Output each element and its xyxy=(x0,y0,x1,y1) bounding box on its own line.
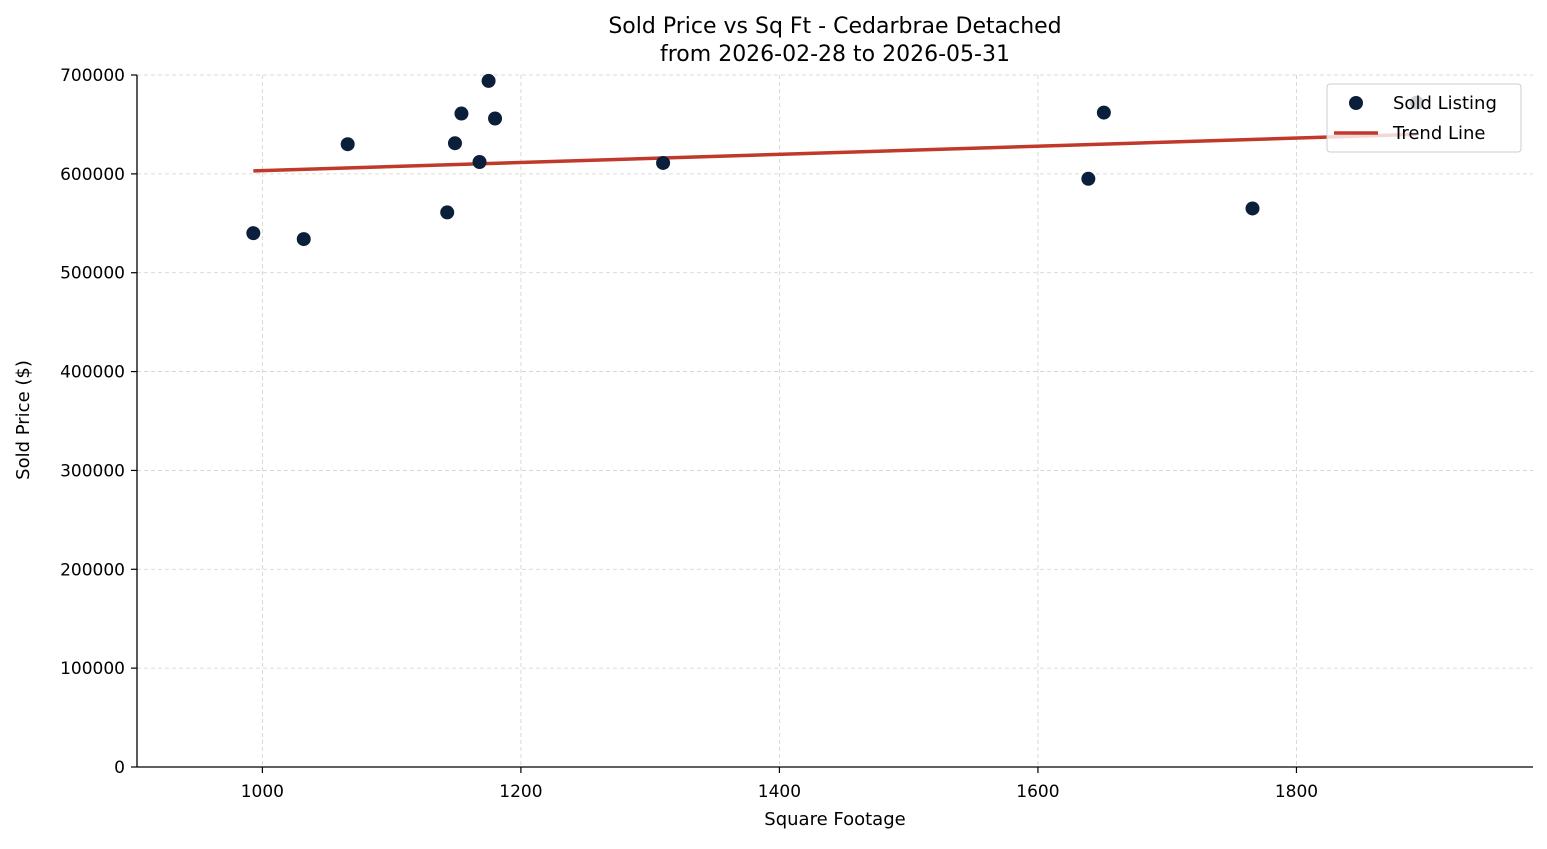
legend: Sold Listing Trend Line xyxy=(1326,83,1522,153)
scatter-point xyxy=(1096,105,1111,120)
tick-labels: 1000 1200 1400 1600 1800 0 100000 200000 300000 4… xyxy=(60,66,1318,802)
chart-title: Sold Price vs Sq Ft - Cedarbrae Detached xyxy=(608,14,1061,39)
grid xyxy=(137,74,1533,768)
legend-label: Sold Listing xyxy=(1393,93,1497,114)
legend-marker-scatter xyxy=(1349,96,1363,110)
scatter-point xyxy=(481,73,496,88)
y-tick-label: 700000 xyxy=(60,66,125,86)
scatter-point xyxy=(656,155,671,170)
y-tick-label: 500000 xyxy=(60,264,125,284)
scatter-point xyxy=(440,205,455,220)
chart-subtitle: from 2026-02-28 to 2026-05-31 xyxy=(660,42,1010,67)
scatter-point xyxy=(1245,201,1260,216)
legend-box xyxy=(1326,83,1522,153)
y-tick-label: 600000 xyxy=(60,165,125,185)
y-tick-label: 100000 xyxy=(60,659,125,679)
x-axis-label: Square Footage xyxy=(764,809,905,830)
y-tick-label: 200000 xyxy=(60,560,125,580)
x-tick-label: 1400 xyxy=(758,782,801,802)
scatter-point xyxy=(454,106,469,121)
y-tick-label: 400000 xyxy=(60,363,125,383)
scatter-point xyxy=(296,232,311,247)
scatter-point xyxy=(472,154,487,169)
x-tick-label: 1600 xyxy=(1016,782,1059,802)
x-tick-label: 1800 xyxy=(1275,782,1318,802)
axes xyxy=(131,74,1533,773)
x-tick-label: 1000 xyxy=(241,782,284,802)
scatter-point xyxy=(340,137,355,152)
trend-line xyxy=(253,132,1417,173)
scatter-point xyxy=(447,136,462,151)
y-tick-label: 300000 xyxy=(60,461,125,481)
scatter-point xyxy=(246,226,261,241)
scatter-point xyxy=(488,111,503,126)
data-layer xyxy=(246,73,1424,247)
scatter-point xyxy=(1081,171,1096,186)
legend-label: Trend Line xyxy=(1392,123,1486,144)
y-axis-label: Sold Price ($) xyxy=(13,360,34,480)
x-tick-label: 1200 xyxy=(499,782,542,802)
y-tick-label: 0 xyxy=(114,758,125,778)
